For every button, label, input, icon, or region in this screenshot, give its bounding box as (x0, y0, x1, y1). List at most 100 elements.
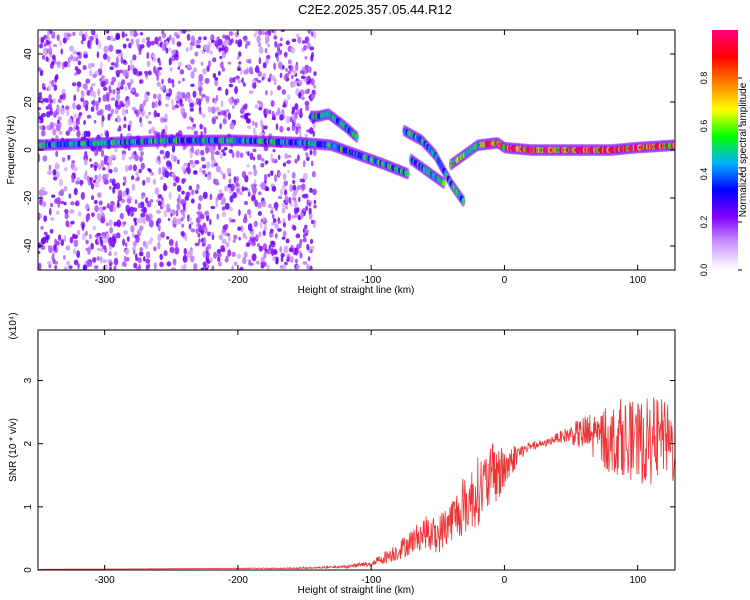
noise-speckle (44, 97, 49, 103)
noise-speckle (254, 121, 258, 128)
noise-speckle (275, 257, 279, 262)
noise-speckle (146, 52, 150, 60)
noise-speckle (186, 30, 192, 33)
noise-speckle (164, 113, 168, 119)
noise-speckle (208, 60, 212, 67)
noise-speckle (96, 110, 102, 116)
noise-speckle (204, 95, 210, 102)
noise-speckle (52, 43, 58, 48)
noise-speckle (105, 222, 110, 226)
noise-speckle (154, 36, 159, 45)
noise-speckle (221, 238, 227, 244)
noise-speckle (133, 32, 139, 37)
noise-speckle (102, 206, 106, 211)
noise-speckle (132, 164, 138, 172)
noise-speckle (181, 178, 186, 185)
noise-speckle (253, 220, 258, 228)
noise-speckle (291, 125, 296, 132)
noise-speckle (182, 254, 188, 263)
snr-y-tick-label: 0 (23, 567, 34, 573)
noise-speckle (150, 199, 154, 203)
noise-speckle (95, 104, 99, 111)
noise-speckle (100, 119, 104, 128)
noise-speckle (214, 78, 219, 87)
noise-speckle (271, 213, 275, 220)
noise-speckle (122, 59, 127, 64)
noise-speckle (304, 229, 310, 234)
noise-speckle (151, 101, 156, 109)
noise-speckle (39, 125, 43, 130)
noise-speckle (200, 267, 205, 270)
noise-speckle (77, 262, 80, 270)
noise-speckle (310, 79, 315, 86)
noise-speckle (204, 210, 210, 217)
noise-speckle (206, 231, 212, 237)
noise-speckle (238, 209, 241, 216)
noise-speckle (242, 256, 247, 265)
noise-speckle (145, 251, 151, 259)
noise-speckle (92, 256, 97, 263)
noise-speckle (132, 207, 138, 213)
noise-speckle (311, 171, 316, 178)
noise-speckle (56, 197, 61, 204)
noise-speckle (66, 260, 71, 266)
noise-speckle (102, 167, 106, 171)
noise-speckle (105, 30, 110, 34)
noise-speckle (45, 39, 50, 46)
noise-speckle (260, 182, 266, 190)
noise-speckle (200, 213, 205, 220)
noise-speckle (76, 129, 81, 138)
noise-speckle (306, 76, 309, 82)
spectrogram-x-tick-label: -100 (361, 275, 381, 286)
spectrogram-x-tick-label: -300 (95, 275, 115, 286)
noise-speckle (190, 117, 194, 123)
noise-speckle (236, 253, 242, 259)
noise-speckle (94, 174, 98, 181)
noise-speckle (38, 262, 42, 270)
noise-speckle (304, 133, 308, 138)
noise-speckle (235, 75, 240, 80)
spectral-ridge (408, 153, 446, 189)
noise-speckle (108, 85, 112, 92)
noise-speckle (112, 204, 117, 213)
noise-speckle (157, 72, 162, 76)
noise-speckle (285, 160, 291, 164)
noise-speckle (257, 70, 262, 77)
noise-speckle (148, 111, 151, 115)
noise-speckle (90, 163, 94, 168)
noise-speckle (86, 89, 91, 96)
spectrogram-y-tick-label: -40 (23, 238, 34, 253)
noise-speckle (114, 148, 118, 153)
noise-speckle (145, 176, 151, 184)
noise-speckle (196, 97, 199, 105)
noise-speckle (166, 261, 172, 267)
noise-speckle (285, 238, 290, 244)
noise-speckle (55, 124, 61, 132)
noise-speckle (137, 203, 142, 209)
noise-speckle (91, 195, 94, 201)
noise-speckle (69, 45, 74, 52)
noise-speckle (102, 53, 108, 60)
noise-speckle (282, 222, 286, 228)
noise-speckle (159, 149, 165, 155)
noise-speckle (108, 252, 112, 256)
noise-speckle (86, 259, 91, 268)
noise-speckle (255, 234, 259, 242)
noise-speckle (273, 218, 277, 223)
noise-speckle (243, 213, 247, 221)
noise-speckle (40, 189, 45, 197)
noise-speckle (165, 203, 171, 212)
noise-speckle (190, 228, 196, 233)
noise-speckle (136, 219, 140, 224)
noise-speckle (294, 64, 299, 72)
noise-speckle (218, 39, 223, 46)
noise-speckle (301, 183, 306, 191)
noise-speckle (113, 166, 119, 173)
noise-speckle (310, 219, 315, 225)
noise-speckle (185, 47, 189, 52)
noise-speckle (115, 182, 121, 190)
noise-speckle (292, 225, 297, 231)
noise-speckle (194, 151, 198, 155)
noise-speckle (77, 60, 81, 66)
noise-speckle (276, 85, 282, 91)
